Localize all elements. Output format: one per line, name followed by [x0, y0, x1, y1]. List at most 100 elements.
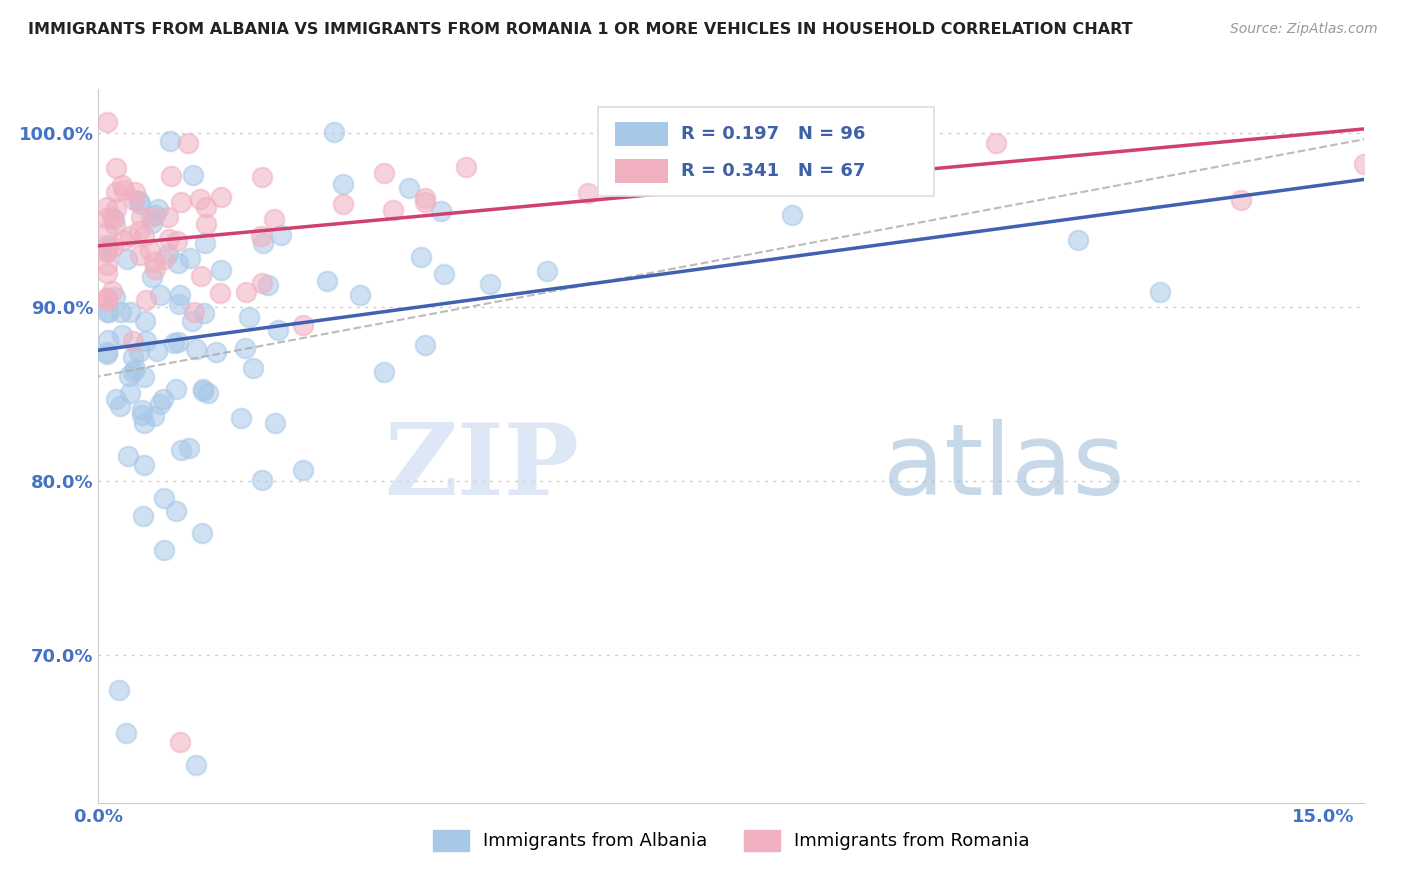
Point	[132, 508, 155, 523]
Point	[195, 200, 218, 214]
Point	[120, 305, 142, 319]
Point	[145, 343, 167, 358]
Point	[96, 244, 118, 259]
Point	[128, 344, 150, 359]
Point	[242, 361, 264, 376]
Point	[122, 193, 145, 207]
Point	[1353, 157, 1375, 171]
Point	[100, 285, 122, 299]
Point	[117, 449, 139, 463]
Point	[183, 305, 205, 319]
Text: R = 0.341   N = 67: R = 0.341 N = 67	[681, 162, 865, 180]
Point	[617, 138, 640, 153]
Point	[124, 362, 146, 376]
Point	[128, 223, 150, 237]
Point	[104, 290, 127, 304]
Point	[132, 228, 155, 243]
Point	[159, 169, 181, 183]
Point	[180, 314, 202, 328]
Point	[398, 181, 420, 195]
Point	[167, 335, 190, 350]
Point	[167, 297, 190, 311]
Point	[250, 276, 273, 290]
Point	[143, 409, 166, 423]
Point	[193, 306, 215, 320]
Point	[163, 336, 186, 351]
Text: IMMIGRANTS FROM ALBANIA VS IMMIGRANTS FROM ROMANIA 1 OR MORE VEHICLES IN HOUSEHO: IMMIGRANTS FROM ALBANIA VS IMMIGRANTS FR…	[28, 22, 1133, 37]
Point	[257, 277, 280, 292]
Point	[156, 211, 179, 225]
Point	[190, 268, 212, 283]
Point	[115, 726, 138, 740]
Point	[129, 248, 152, 262]
Point	[124, 185, 146, 199]
Point	[170, 194, 193, 209]
Legend: Immigrants from Albania, Immigrants from Romania: Immigrants from Albania, Immigrants from…	[426, 822, 1036, 858]
Point	[101, 210, 124, 224]
Point	[135, 293, 157, 307]
Point	[96, 258, 118, 272]
Point	[250, 473, 273, 487]
Point	[129, 210, 152, 224]
Point	[332, 197, 354, 211]
Point	[122, 334, 145, 348]
Point	[96, 291, 118, 305]
Point	[169, 287, 191, 301]
Point	[238, 310, 260, 325]
Point	[169, 443, 191, 458]
Point	[191, 382, 214, 396]
Point	[382, 202, 405, 217]
Point	[96, 240, 118, 254]
Point	[152, 392, 174, 406]
Point	[159, 134, 181, 148]
FancyBboxPatch shape	[599, 107, 934, 196]
Point	[413, 338, 436, 352]
Point	[209, 286, 232, 301]
Point	[1149, 285, 1171, 299]
Point	[118, 229, 141, 244]
Point	[96, 238, 118, 252]
Point	[128, 194, 150, 208]
Point	[264, 417, 287, 431]
Point	[108, 399, 131, 413]
Point	[96, 211, 118, 225]
Point	[181, 169, 204, 183]
Point	[231, 410, 253, 425]
Point	[112, 183, 135, 197]
Point	[349, 288, 371, 302]
Point	[131, 403, 153, 417]
Point	[111, 233, 134, 247]
Point	[270, 227, 292, 242]
Point	[141, 216, 163, 230]
Point	[105, 185, 128, 199]
Point	[118, 369, 141, 384]
Point	[121, 350, 143, 364]
Point	[138, 243, 160, 257]
Point	[169, 735, 191, 749]
Point	[96, 293, 118, 308]
Point	[782, 208, 804, 222]
Point	[413, 192, 436, 206]
Point	[184, 757, 207, 772]
Point	[96, 266, 118, 280]
Point	[536, 263, 558, 277]
Point	[194, 236, 217, 251]
Point	[153, 543, 176, 558]
Point	[103, 240, 125, 254]
Point	[97, 333, 120, 347]
Point	[121, 366, 143, 380]
Point	[132, 369, 155, 384]
Point	[323, 125, 346, 139]
Point	[195, 217, 218, 231]
FancyBboxPatch shape	[614, 159, 668, 184]
Point	[430, 203, 453, 218]
Point	[205, 345, 228, 359]
Point	[103, 212, 125, 227]
Point	[576, 186, 599, 201]
Point	[96, 200, 118, 214]
Point	[291, 318, 314, 332]
Point	[191, 526, 214, 541]
Point	[96, 346, 118, 360]
Point	[197, 386, 219, 401]
Point	[118, 386, 141, 401]
